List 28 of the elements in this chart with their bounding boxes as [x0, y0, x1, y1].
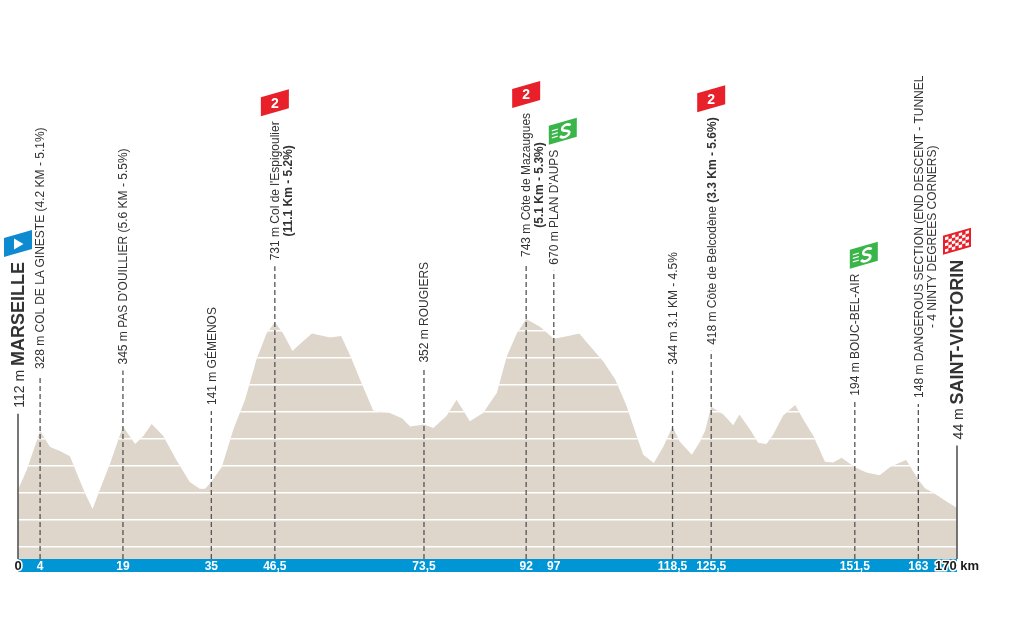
- ref-line-label: 328 m COL DE LA GINESTE (4.2 KM - 5.1%): [33, 127, 48, 370]
- ref-line-label: 670 m PLAN D'AUPS: [547, 149, 562, 265]
- x-tick-label: 125,5: [696, 559, 727, 573]
- text: 2: [522, 86, 531, 103]
- x-tick-label: 170 km: [934, 558, 980, 573]
- x-tick-label: 4: [36, 559, 44, 573]
- ref-line-label: 345 m PAS D'OUILLIER (5.6 KM - 5.5%): [116, 148, 131, 365]
- x-tick-label: 35: [204, 559, 219, 573]
- x-tick-label: 92: [519, 559, 534, 573]
- x-tick-label: 151,5: [839, 559, 871, 573]
- x-tick-label: 46,5: [263, 559, 287, 573]
- ref-line-label: 731 m Col de l'Espigoulier (11.1 Km - 5.2%): [268, 121, 296, 261]
- text: 2: [707, 90, 716, 107]
- x-tick-label: 19: [116, 559, 130, 573]
- text: 2: [270, 94, 279, 111]
- ref-line-label: 141 m GÉMENOS: [203, 307, 219, 406]
- x-tick-label: 73,5: [412, 559, 436, 573]
- x-tick-label: 163: [908, 559, 929, 573]
- ref-line-label: 148 m DANGEROUS SECTION (END DESCENT - TUNNEL - 4 NINTY DEGREES CORNERS): [911, 75, 939, 398]
- ref-line-label: 743 m Côte de Mazaugues (5.1 Km - 5.3%): [519, 112, 547, 257]
- ref-line-label: 352 m ROUGIERS: [417, 261, 432, 363]
- ref-line-label: 194 m BOUC-BEL-AIR: [848, 273, 863, 396]
- ref-line-label: 44 m SAINT-VICTORIN: [947, 259, 967, 440]
- ref-line-label: 112 m MARSEILLE: [8, 261, 28, 408]
- x-tick-label: 118,5: [657, 559, 688, 573]
- ref-line-label: 418 m Côte de Belcodène (3.3 Km - 5.6%): [704, 117, 719, 345]
- x-tick-label: 97: [547, 559, 561, 573]
- ref-line-label: 344 m 3.1 KM - 4.5%: [665, 251, 680, 365]
